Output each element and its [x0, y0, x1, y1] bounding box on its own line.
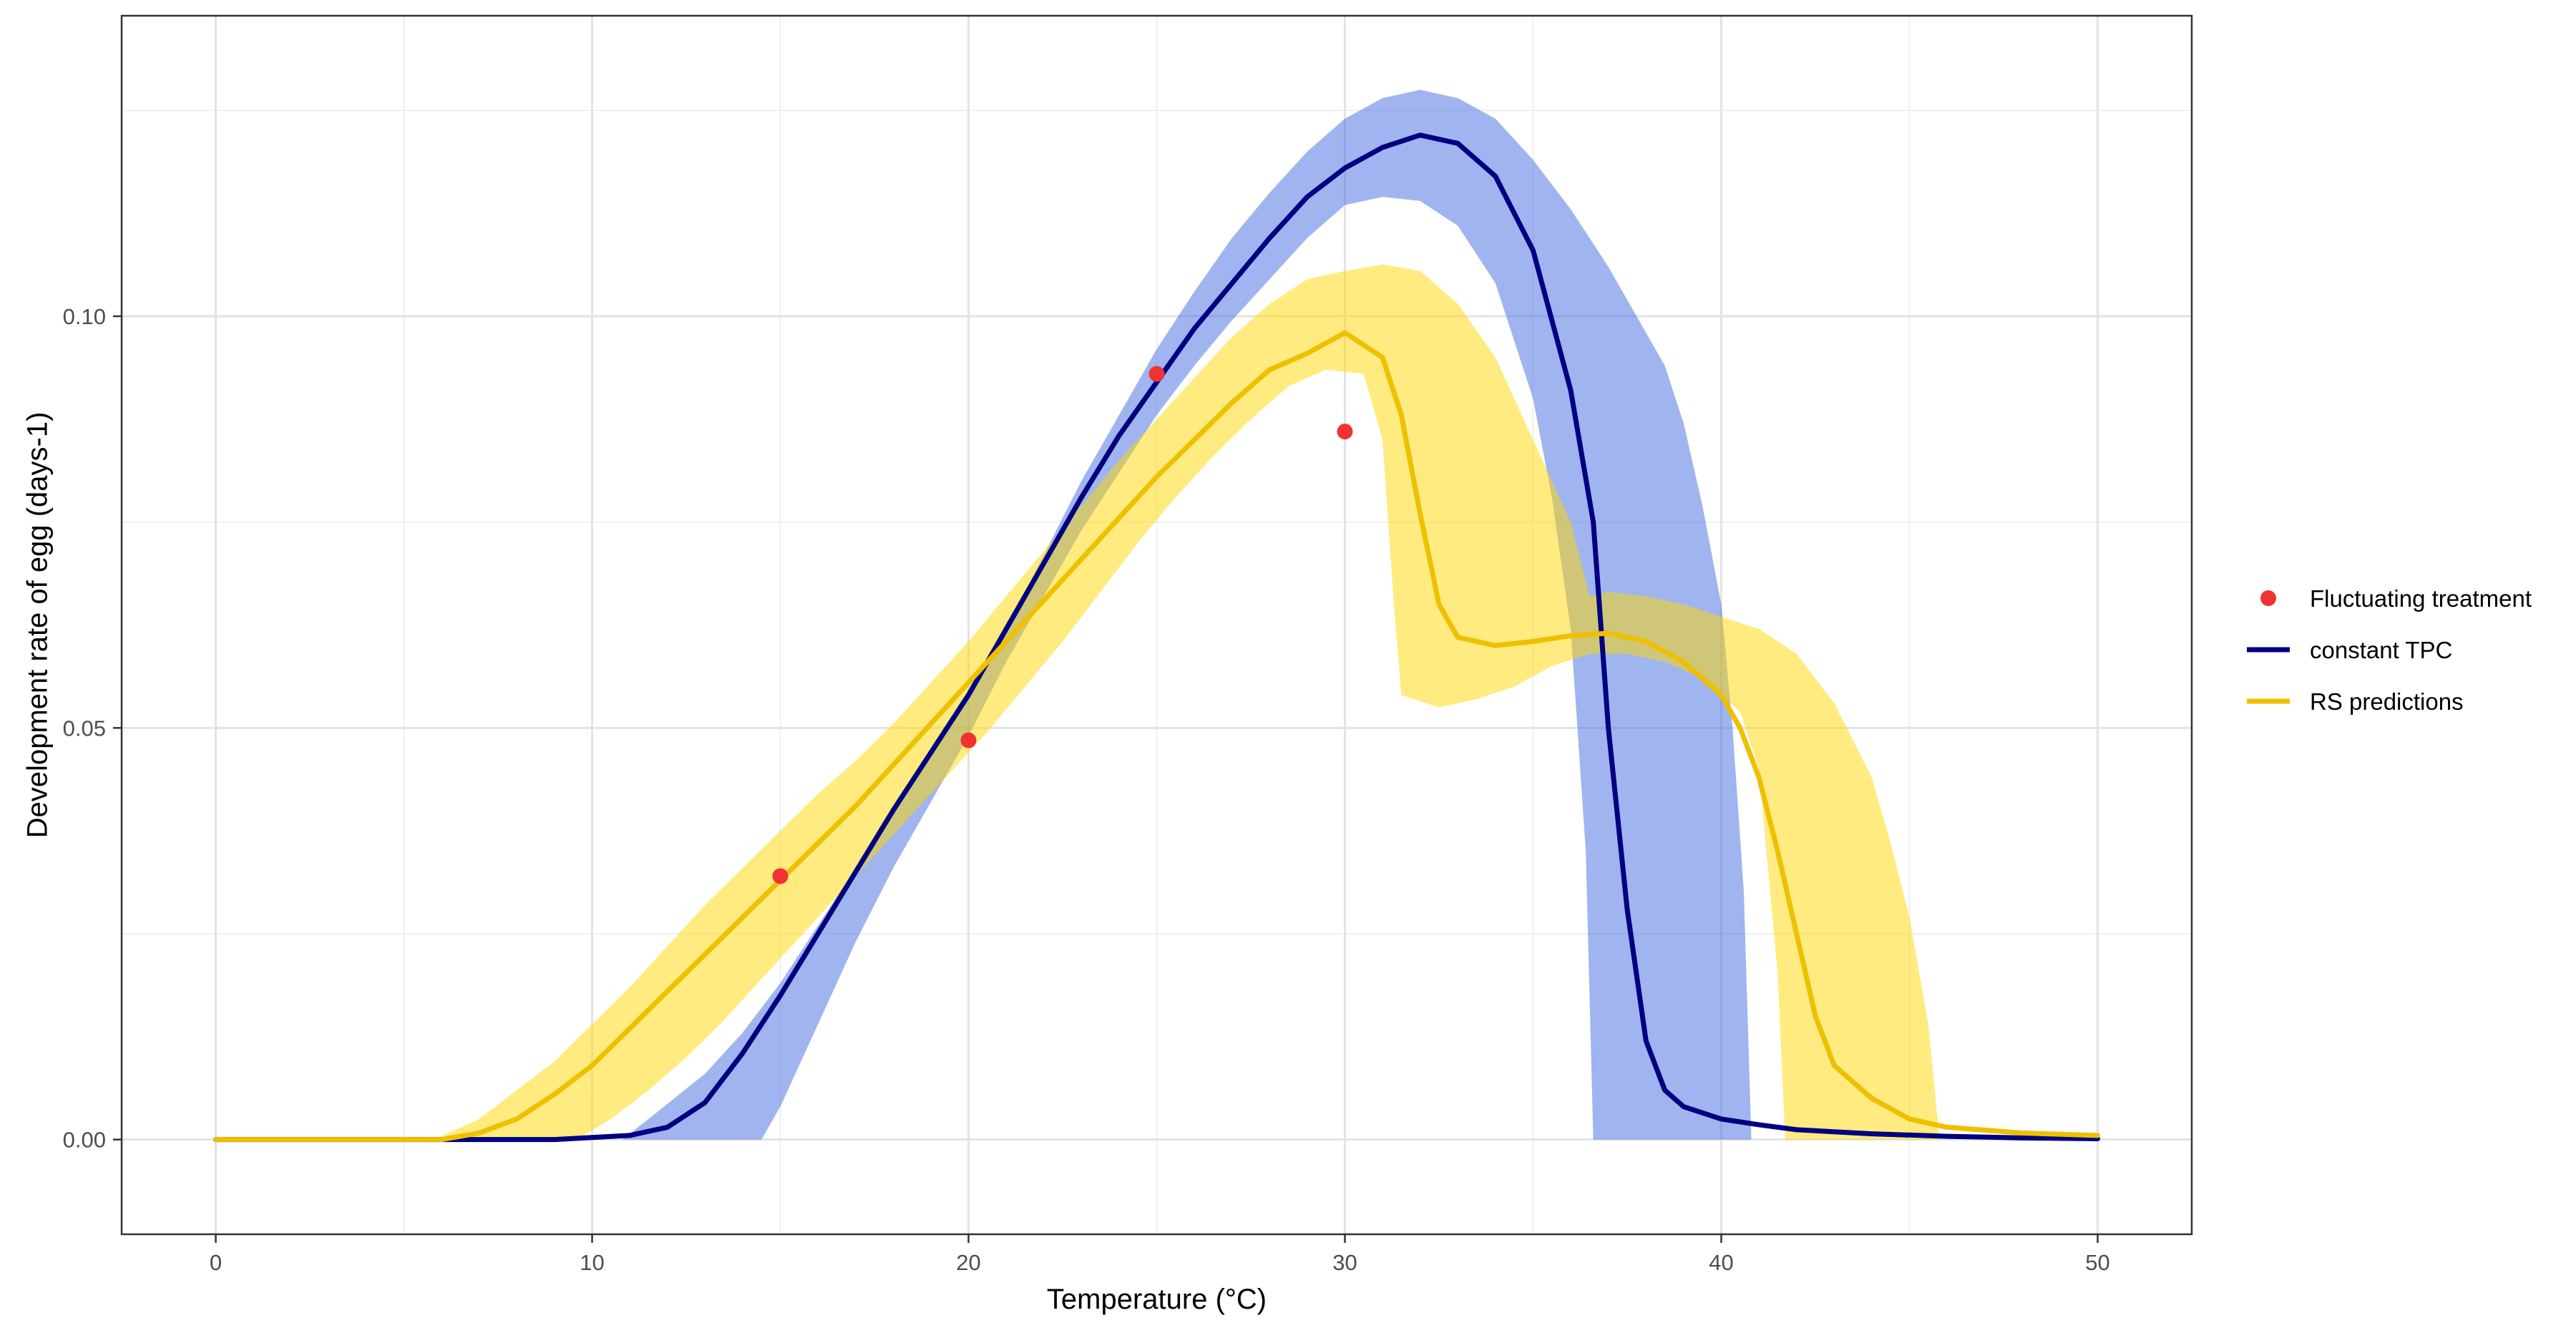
band-constant-tpc — [622, 89, 1752, 1140]
y-tick-label: 0.10 — [63, 304, 106, 329]
data-points — [772, 366, 1353, 884]
y-axis-title: Development rate of egg (days-1) — [22, 412, 54, 839]
x-axis-ticks: 0 10 20 30 40 50 — [210, 1234, 2110, 1275]
data-point — [1337, 424, 1353, 440]
data-point — [960, 732, 977, 748]
x-tick-label: 0 — [210, 1250, 222, 1275]
legend-key-fluctuating-treatment — [2260, 590, 2276, 606]
x-tick-label: 50 — [2085, 1250, 2109, 1275]
y-axis-ticks: 0.00 0.05 0.10 — [63, 304, 122, 1153]
y-tick-label: 0.05 — [63, 716, 106, 741]
line-rs-predictions — [213, 330, 2100, 1143]
legend-label-fluctuating-treatment: Fluctuating treatment — [2310, 585, 2532, 612]
x-tick-label: 20 — [956, 1250, 980, 1275]
line-constant-tpc — [213, 132, 2100, 1143]
x-tick-label: 40 — [1709, 1250, 1733, 1275]
legend-label-constant-tpc: constant TPC — [2310, 637, 2452, 663]
series-lines — [213, 132, 2100, 1143]
y-tick-label: 0.00 — [63, 1128, 106, 1153]
data-point — [1148, 366, 1165, 382]
data-point — [772, 868, 789, 884]
legend-label-rs-predictions: RS predictions — [2310, 688, 2464, 715]
confidence-bands — [434, 89, 1940, 1140]
x-axis-title: Temperature (°C) — [1047, 1284, 1267, 1315]
legend: Fluctuating treatment constant TPC RS pred… — [2247, 585, 2532, 715]
band-rs-predictions — [434, 264, 1940, 1140]
x-tick-label: 30 — [1332, 1250, 1357, 1275]
plot-panel-border — [120, 14, 2193, 1236]
x-tick-label: 10 — [580, 1250, 604, 1275]
